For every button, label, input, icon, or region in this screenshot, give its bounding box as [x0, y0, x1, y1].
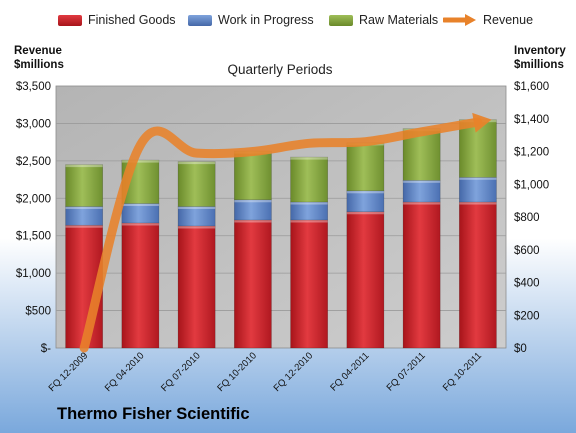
bar-cap	[290, 219, 328, 223]
bar-cap	[178, 225, 216, 229]
revenue-line	[79, 117, 483, 353]
bar-finished-goods	[177, 225, 216, 349]
y2-tick-label: $0	[514, 343, 527, 355]
bar-cap	[346, 211, 384, 215]
revenue-line-layer	[79, 112, 492, 353]
y2-axis-title-line1: Inventory	[514, 45, 566, 57]
revenue-arrow-head	[472, 112, 492, 133]
revenue-arrow-icon	[443, 14, 476, 26]
bar-cap	[403, 202, 441, 205]
y-tick-label: $2,000	[16, 193, 51, 205]
legend: Finished Goods Work in Progress Raw Mate…	[0, 13, 576, 35]
bar-finished-goods	[402, 201, 441, 349]
y2-tick-label: $600	[514, 245, 540, 257]
bar-cap	[121, 160, 159, 163]
legend-item-raw-materials: Raw Materials	[329, 13, 438, 27]
y2-tick-label: $1,400	[514, 114, 549, 126]
y2-tick-label: $1,600	[514, 81, 549, 93]
company-name: Thermo Fisher Scientific	[57, 405, 250, 423]
y2-tick-label: $1,200	[514, 147, 549, 159]
bar-cap	[290, 202, 328, 205]
bar-work-in-progress	[234, 199, 272, 221]
legend-label-finished-goods: Finished Goods	[88, 13, 176, 27]
raw-materials-swatch	[329, 14, 353, 26]
bar-finished-goods	[459, 201, 497, 349]
bar-work-in-progress	[121, 203, 160, 224]
legend-label-revenue: Revenue	[483, 13, 534, 27]
y-axis-title-line1: Revenue	[14, 45, 62, 57]
bar-raw-materials	[346, 142, 385, 192]
finished-goods-swatch	[58, 14, 82, 26]
bar-raw-materials	[177, 161, 216, 207]
legend-item-revenue: Revenue	[443, 13, 533, 27]
bar-cap	[403, 180, 441, 183]
y2-tick-label: $400	[514, 278, 540, 290]
bar-raw-materials	[65, 164, 103, 207]
bar-work-in-progress	[177, 206, 216, 227]
bar-cap	[346, 190, 384, 194]
y-tick-label: $1,000	[16, 268, 51, 280]
y-tick-label: $3,500	[16, 81, 51, 93]
y2-tick-label: $800	[514, 212, 540, 224]
bar-work-in-progress	[65, 206, 103, 226]
y2-tick-label: $1,000	[514, 179, 549, 191]
y-tick-label: $3,000	[16, 118, 51, 130]
legend-label-work-in-progress: Work in Progress	[218, 13, 314, 27]
bar-cap	[121, 203, 159, 207]
bar-cap	[234, 199, 272, 203]
bar-finished-goods	[234, 219, 272, 349]
legend-item-finished-goods: Finished Goods	[58, 13, 176, 27]
bar-cap	[234, 219, 272, 223]
bar-cap	[65, 164, 103, 168]
bar-work-in-progress	[402, 180, 441, 203]
work-in-progress-swatch	[188, 14, 212, 26]
y2-tick-label: $200	[514, 310, 540, 322]
bar-cap	[178, 161, 216, 165]
bar-finished-goods	[346, 211, 385, 349]
bar-finished-goods	[121, 222, 160, 349]
bar-cap	[459, 202, 497, 205]
y2-axis-title: Inventory $millions	[514, 44, 566, 72]
legend-item-work-in-progress: Work in Progress	[188, 13, 314, 27]
y-tick-label: $-	[41, 343, 51, 355]
bar-cap	[178, 206, 216, 210]
bar-cap	[121, 222, 159, 226]
bar-work-in-progress	[459, 177, 497, 203]
bar-work-in-progress	[346, 190, 385, 213]
y-axis-title: Revenue $millions	[14, 44, 64, 72]
bar-finished-goods	[290, 219, 328, 349]
bar-cap	[65, 206, 103, 210]
bar-raw-materials	[290, 156, 328, 203]
chart-title: Quarterly Periods	[227, 62, 333, 77]
bar-cap	[290, 157, 328, 160]
y-tick-label: $1,500	[16, 231, 51, 243]
bar-cap	[459, 177, 497, 180]
bar-work-in-progress	[290, 201, 328, 221]
y-tick-label: $2,500	[16, 156, 51, 168]
y-tick-label: $500	[25, 306, 51, 318]
bar-cap	[65, 225, 103, 228]
y-axis-title-line2: $millions	[14, 59, 64, 71]
y2-axis-title-line2: $millions	[514, 59, 564, 71]
legend-label-raw-materials: Raw Materials	[359, 13, 439, 27]
bar-raw-materials	[234, 150, 272, 201]
bar-stacks	[65, 119, 497, 349]
